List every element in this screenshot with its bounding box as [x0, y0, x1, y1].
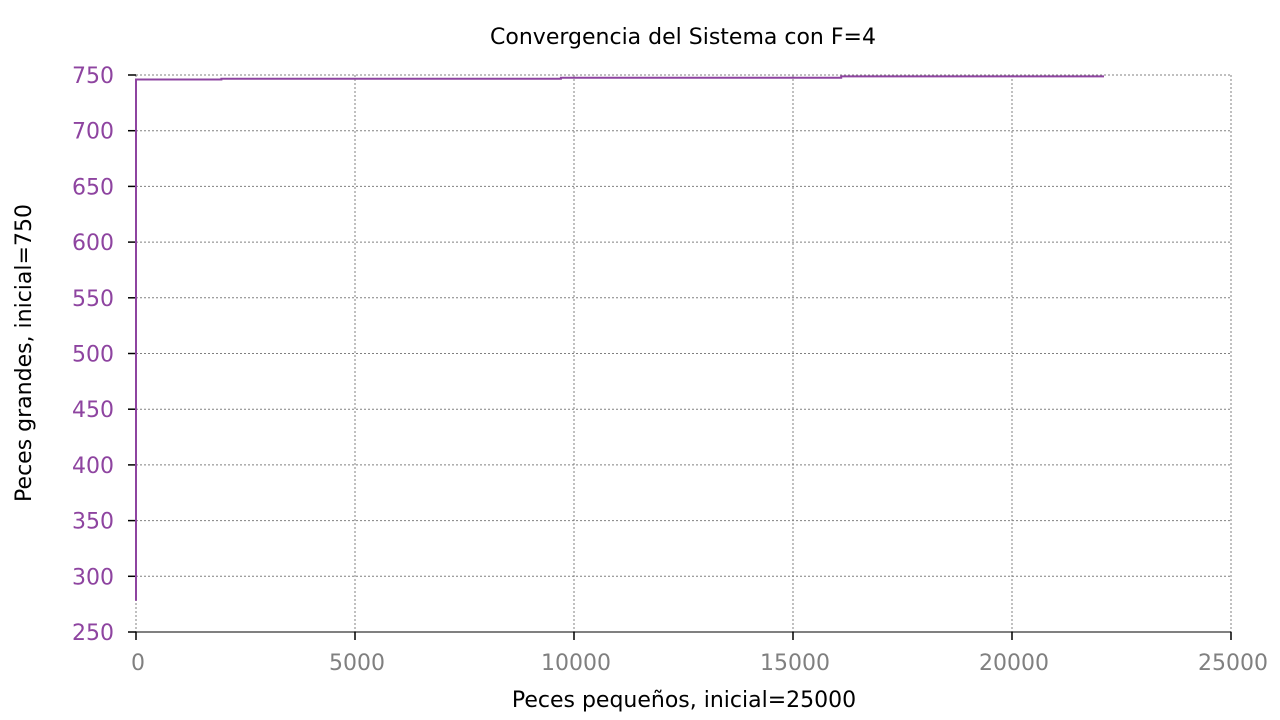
chart-title: Convergencia del Sistema con F=4: [490, 25, 876, 50]
y-tick-label: 400: [72, 454, 114, 479]
y-tick-label: 500: [72, 343, 114, 368]
series-layer: [135, 75, 1104, 601]
x-tick-label: 5000: [329, 651, 385, 676]
y-tick-label: 550: [72, 287, 114, 312]
y-tick-label: 300: [72, 565, 114, 590]
x-tick-label: 25000: [1198, 651, 1268, 676]
x-tick-labels: 0 5000 10000 15000 20000 25000: [131, 651, 1268, 676]
y-tick-labels: 250 300 350 400 450 500 550 600 650 700 750: [72, 64, 114, 646]
series-line: [135, 75, 1104, 601]
x-axis-label: Peces pequeños, inicial=25000: [512, 688, 856, 713]
y-axis-label: Peces grandes, inicial=750: [12, 204, 37, 502]
x-tick-label: 20000: [979, 651, 1049, 676]
y-tick-label: 600: [72, 231, 114, 256]
x-tick-label: 10000: [541, 651, 611, 676]
x-tick-label: 0: [131, 651, 145, 676]
grid: [135, 74, 1232, 633]
x-tick-label: 15000: [760, 651, 830, 676]
y-tick-label: 450: [72, 398, 114, 423]
y-tick-label: 250: [72, 621, 114, 646]
axes: [128, 74, 1232, 640]
y-tick-label: 650: [72, 175, 114, 200]
y-tick-label: 750: [72, 64, 114, 89]
y-tick-label: 700: [72, 120, 114, 145]
y-tick-label: 350: [72, 510, 114, 535]
